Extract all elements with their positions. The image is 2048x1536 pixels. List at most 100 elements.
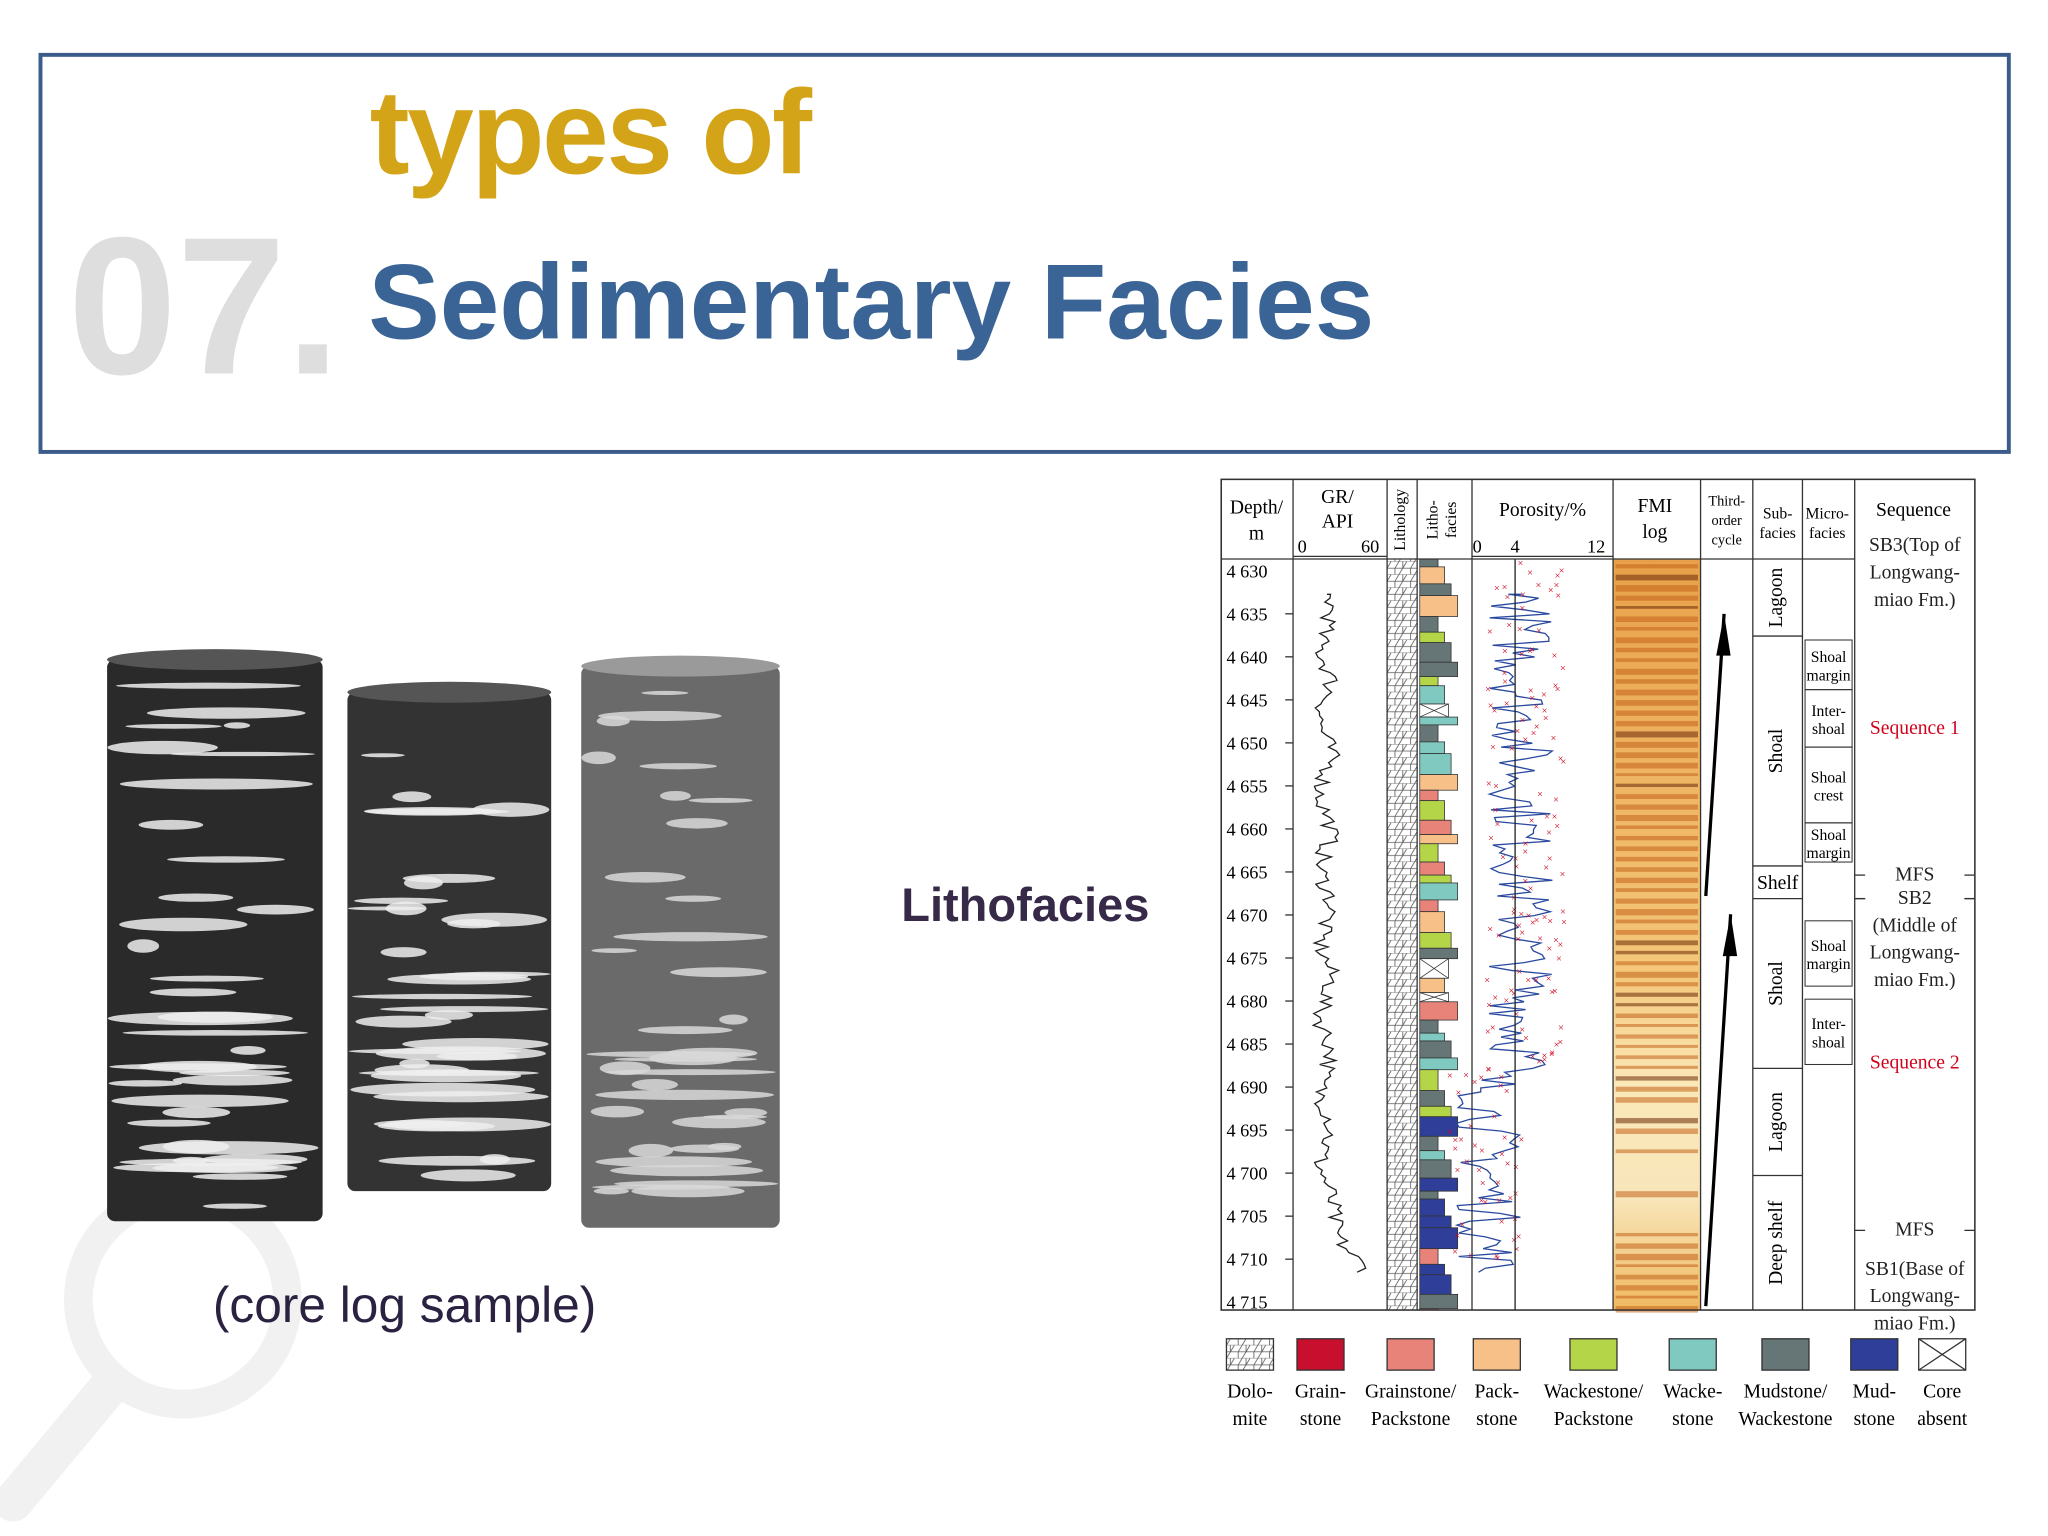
core-lamina bbox=[724, 1108, 768, 1118]
fmi-band bbox=[1615, 929, 1698, 935]
sequence-label: (Middle of bbox=[1873, 915, 1958, 936]
lithofacies-block bbox=[1419, 1293, 1459, 1310]
fmi-band bbox=[1615, 731, 1698, 738]
lithofacies-block bbox=[1419, 616, 1439, 633]
legend-swatch bbox=[1668, 1338, 1717, 1371]
core-lamina bbox=[377, 1120, 496, 1132]
fmi-band bbox=[1615, 606, 1698, 609]
porosity-point: × bbox=[1549, 1050, 1555, 1061]
porosity-point: × bbox=[1464, 1157, 1470, 1168]
porosity-point: × bbox=[1472, 1141, 1478, 1152]
fmi-band bbox=[1615, 741, 1698, 748]
microfacies-label: shoal bbox=[1812, 1035, 1846, 1052]
depth-label: 4 710 bbox=[1226, 1250, 1267, 1270]
fmi-band bbox=[1615, 762, 1698, 769]
lithofacies-block bbox=[1419, 1263, 1445, 1276]
depth-label: 4 640 bbox=[1226, 647, 1267, 667]
fmi-band bbox=[1615, 846, 1698, 852]
porosity-point: × bbox=[1546, 974, 1552, 985]
lithofacies-block bbox=[1419, 595, 1459, 617]
core-lamina bbox=[167, 856, 285, 863]
lithofacies-block bbox=[1419, 583, 1452, 596]
core-absent-mark bbox=[1419, 958, 1449, 979]
porosity-point: × bbox=[1508, 986, 1514, 997]
porosity-point: × bbox=[1552, 987, 1558, 998]
porosity-point: × bbox=[1560, 664, 1566, 675]
porosity-point: × bbox=[1546, 828, 1552, 839]
porosity-point: × bbox=[1514, 727, 1520, 738]
porosity-point: × bbox=[1452, 1135, 1458, 1146]
legend-x bbox=[1918, 1338, 1967, 1371]
cycle-arrowhead bbox=[1722, 914, 1738, 957]
subfacies-label: Shelf bbox=[1757, 873, 1799, 894]
fmi-band bbox=[1615, 647, 1698, 653]
porosity-point: × bbox=[1542, 913, 1548, 924]
porosity-point: × bbox=[1455, 1166, 1461, 1177]
porosity-point: × bbox=[1536, 581, 1542, 592]
lithofacies-block bbox=[1419, 789, 1439, 802]
core-lamina bbox=[172, 1156, 209, 1165]
fmi-band bbox=[1615, 1191, 1698, 1198]
porosity-point: × bbox=[1516, 921, 1522, 932]
cycle-arrow bbox=[1704, 613, 1726, 897]
core-lamina bbox=[628, 1143, 674, 1158]
porosity-point: × bbox=[1542, 706, 1548, 717]
microfacies-label: Inter- bbox=[1811, 1016, 1845, 1033]
depth-label: 4 655 bbox=[1226, 776, 1267, 796]
porosity-point: × bbox=[1495, 1178, 1501, 1189]
column-header: Litho- bbox=[1425, 500, 1442, 539]
lithofacies-block bbox=[1419, 911, 1445, 933]
porosity-point: × bbox=[1559, 566, 1565, 577]
porosity-point: × bbox=[1476, 1166, 1482, 1177]
fmi-band bbox=[1615, 595, 1698, 601]
lithofacies-block bbox=[1419, 800, 1445, 821]
column-header: Third- bbox=[1708, 493, 1745, 509]
lithofacies-block bbox=[1419, 642, 1452, 663]
header-box bbox=[38, 52, 2011, 454]
cycle-arrow bbox=[1704, 914, 1733, 1307]
fmi-band bbox=[1615, 1024, 1698, 1027]
porosity-point: × bbox=[1479, 1196, 1485, 1207]
core-lamina bbox=[351, 993, 533, 1000]
core-lamina bbox=[660, 790, 691, 801]
fmi-band bbox=[1615, 1055, 1698, 1060]
core-lamina bbox=[670, 967, 767, 978]
depth-label: 4 675 bbox=[1226, 949, 1267, 969]
porosity-point: × bbox=[1494, 583, 1500, 594]
porosity-point: × bbox=[1537, 934, 1543, 945]
porosity-point: × bbox=[1509, 744, 1515, 755]
porosity-point: × bbox=[1463, 1070, 1469, 1081]
lithofacies-label: Lithofacies bbox=[901, 878, 1149, 931]
legend-label: Grainstone/ bbox=[1365, 1382, 1457, 1403]
porosity-point: × bbox=[1494, 819, 1500, 830]
lithofacies-block bbox=[1419, 1198, 1445, 1217]
legend-label: Pack- bbox=[1475, 1382, 1520, 1403]
fmi-band bbox=[1615, 1253, 1698, 1261]
porosity-point: × bbox=[1529, 645, 1535, 656]
core-lamina bbox=[108, 1080, 183, 1087]
section-number: 07. bbox=[68, 197, 340, 416]
gr-scale: 60 bbox=[1361, 536, 1379, 556]
legend-label: Wacke- bbox=[1663, 1382, 1722, 1403]
microfacies-label: margin bbox=[1807, 667, 1851, 684]
lithofacies-block bbox=[1419, 631, 1445, 644]
core-lamina bbox=[111, 1094, 289, 1108]
porosity-point: × bbox=[1555, 591, 1561, 602]
lithofacies-block bbox=[1419, 834, 1459, 845]
core-lamina bbox=[170, 751, 316, 757]
fmi-band bbox=[1615, 1295, 1698, 1299]
core-lamina bbox=[688, 797, 753, 803]
porosity-point: × bbox=[1478, 1073, 1484, 1084]
core-lamina bbox=[192, 1173, 288, 1180]
subfacies-label: Lagoon bbox=[1766, 1092, 1787, 1152]
porosity-point: × bbox=[1537, 789, 1543, 800]
fmi-band bbox=[1615, 1149, 1698, 1154]
porosity-point: × bbox=[1468, 1122, 1474, 1133]
fmi-band bbox=[1615, 950, 1698, 955]
column-header: GR/ bbox=[1321, 487, 1354, 508]
porosity-point: × bbox=[1531, 729, 1537, 740]
porosity-point: × bbox=[1548, 586, 1554, 597]
legend-label: Mud- bbox=[1853, 1382, 1897, 1403]
porosity-point: × bbox=[1533, 702, 1539, 713]
fmi-band bbox=[1615, 898, 1698, 904]
